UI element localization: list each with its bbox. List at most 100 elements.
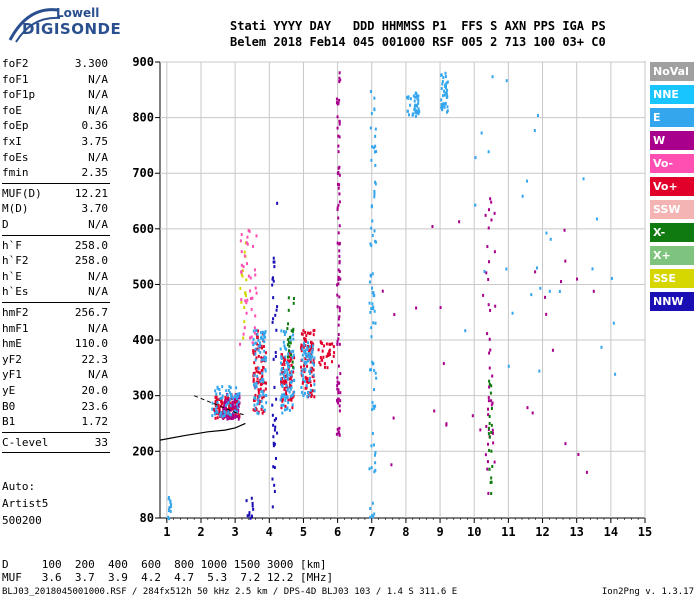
x-tick-label: 15 [638, 525, 652, 539]
header-block: Stati YYYY DAY DDD HHMMSS P1 FFS S AXN P… [230, 18, 606, 50]
echo-point [489, 308, 492, 312]
echo-point [292, 353, 295, 357]
echo-point [487, 208, 490, 212]
echo-point [225, 415, 228, 419]
echo-point [287, 296, 290, 300]
echo-point [230, 392, 233, 396]
echo-point [309, 331, 312, 335]
param-value: 22.3 [81, 352, 109, 366]
echo-point [255, 234, 258, 238]
param-row-b0: B0 23.6 [2, 399, 108, 414]
echo-point [215, 401, 218, 405]
echo-point [564, 442, 567, 446]
echo-point [237, 417, 240, 421]
echo-point [487, 413, 490, 417]
echo-point [308, 369, 311, 373]
echo-point [239, 239, 242, 243]
echo-point [413, 105, 416, 109]
echo-point [240, 263, 243, 267]
echo-point [169, 500, 172, 504]
echo-point [283, 363, 286, 367]
echo-point [240, 298, 243, 302]
echo-point [282, 394, 285, 398]
echo-point [242, 332, 245, 336]
echo-point [337, 333, 340, 337]
echo-point [253, 371, 256, 375]
echo-point [291, 406, 294, 410]
echo-point [370, 244, 373, 248]
echo-point [240, 233, 243, 237]
echo-point [288, 385, 291, 389]
echo-point [261, 390, 264, 394]
echo-point [256, 402, 259, 406]
echo-point [490, 399, 493, 403]
echo-point [303, 339, 306, 343]
param-value: 3.300 [74, 57, 108, 70]
echo-point [505, 267, 508, 271]
echo-point [521, 194, 524, 198]
echo-point [335, 97, 338, 101]
echo-point [337, 337, 340, 341]
echo-point [534, 270, 537, 274]
echo-point [406, 109, 409, 113]
echo-point [484, 453, 487, 457]
echo-point [487, 303, 490, 307]
echo-point [416, 95, 419, 99]
echo-point [445, 81, 448, 85]
echo-point [250, 335, 253, 339]
echo-point [280, 355, 283, 359]
echo-point [287, 398, 290, 402]
echo-point [300, 369, 303, 373]
echo-point [228, 406, 231, 410]
echo-point [336, 427, 339, 431]
echo-point [577, 452, 580, 456]
echo-point [374, 163, 377, 167]
echo-point [259, 371, 262, 375]
echo-point [257, 329, 260, 333]
echo-point [441, 108, 444, 112]
echo-point [431, 225, 434, 229]
echo-point [256, 347, 259, 351]
echo-point [236, 415, 239, 419]
echo-point [484, 213, 487, 217]
echo-point [168, 507, 171, 511]
echo-point [251, 341, 254, 345]
echo-point [337, 391, 340, 395]
echo-point [491, 431, 494, 435]
echo-point [337, 268, 340, 272]
echo-point [487, 491, 490, 495]
echo-point [303, 341, 306, 345]
echo-point [336, 305, 339, 309]
echo-point [338, 173, 341, 177]
echo-point [306, 395, 309, 399]
echo-point [259, 344, 262, 348]
echo-point [526, 179, 529, 183]
param-value: N/A [88, 321, 108, 335]
echo-point [373, 512, 376, 516]
echo-point [301, 374, 304, 378]
echo-point [240, 250, 243, 254]
y-tick-label: 80 [140, 511, 154, 525]
echo-point [492, 441, 495, 445]
echo-point [337, 278, 340, 282]
echo-point [257, 344, 260, 348]
echo-point [214, 411, 217, 415]
echo-point [224, 399, 227, 403]
param-value: N/A [88, 103, 108, 117]
echo-point [507, 364, 510, 368]
param-name: foE [2, 103, 22, 117]
echo-point [221, 385, 224, 389]
echo-point [338, 119, 341, 123]
echo-point [283, 332, 286, 336]
y-tick-label: 600 [132, 222, 154, 236]
echo-point [487, 442, 490, 446]
y-tick-label: 200 [132, 444, 154, 458]
echo-point [260, 358, 263, 362]
echo-point [167, 515, 170, 519]
echo-point [241, 274, 244, 278]
echo-point [313, 383, 316, 387]
echo-point [309, 391, 312, 395]
echo-point [288, 377, 291, 381]
y-tick-label: 400 [132, 333, 154, 347]
echo-point [259, 331, 262, 335]
